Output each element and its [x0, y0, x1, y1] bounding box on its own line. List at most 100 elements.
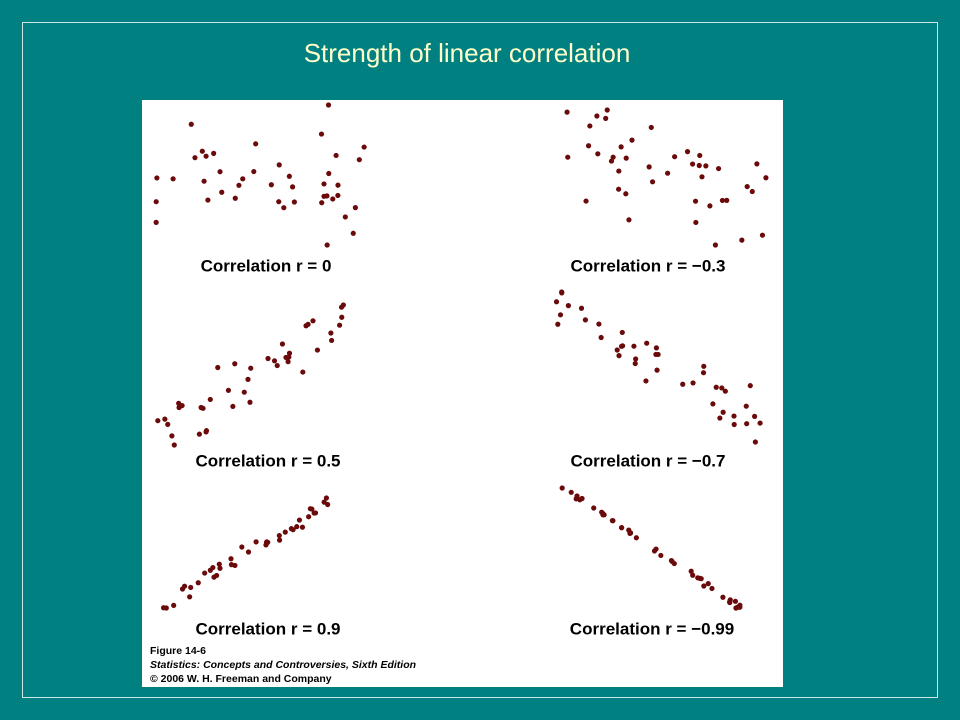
dot [245, 376, 251, 382]
dot [225, 387, 232, 393]
dot [619, 343, 626, 349]
dot [633, 356, 639, 362]
dot [265, 539, 271, 545]
dot [732, 598, 738, 604]
dot [324, 242, 330, 248]
dot [318, 131, 325, 137]
dot [195, 580, 201, 586]
dot [232, 361, 238, 367]
dot [749, 188, 755, 195]
dot [692, 198, 699, 204]
dot [248, 365, 254, 371]
dot [564, 109, 570, 115]
dot [614, 347, 620, 353]
dot [759, 232, 766, 238]
dot [609, 518, 616, 524]
dot [752, 439, 758, 445]
dot [727, 599, 733, 605]
dot [321, 193, 327, 199]
dot [290, 527, 296, 533]
dot [245, 549, 252, 555]
dot [720, 409, 726, 415]
dot [690, 380, 696, 386]
dot [333, 152, 339, 159]
caption-book: Statistics: Concepts and Controversies, … [150, 659, 416, 671]
scatter-dots [153, 102, 769, 611]
dot [643, 378, 649, 384]
dot [654, 367, 660, 373]
dot [188, 584, 194, 591]
dot [717, 415, 723, 421]
dot [693, 219, 699, 226]
dot [598, 334, 604, 341]
dot [744, 183, 750, 190]
dot [703, 163, 709, 169]
dot [171, 602, 177, 608]
dot [720, 594, 726, 600]
dot [565, 154, 571, 160]
dot [757, 420, 763, 426]
dot [187, 594, 193, 600]
dot [707, 203, 713, 209]
dot [165, 421, 171, 428]
dot [276, 537, 283, 543]
dot [329, 337, 335, 344]
dot [170, 176, 176, 182]
dot [285, 359, 291, 365]
dot [744, 421, 750, 427]
dot [303, 323, 309, 329]
dot [289, 184, 296, 190]
dot [709, 585, 715, 592]
dot [153, 199, 159, 205]
dot [160, 605, 167, 611]
dot [286, 173, 292, 179]
dot [215, 364, 221, 371]
dot [583, 198, 589, 204]
dot [608, 158, 615, 164]
dot [325, 102, 332, 108]
dot [181, 583, 188, 589]
dot [623, 155, 629, 161]
dot [281, 205, 287, 211]
dot [731, 413, 737, 419]
dot [688, 568, 694, 574]
dot [154, 175, 160, 181]
dot [338, 304, 345, 310]
dot [700, 370, 707, 376]
dot [658, 552, 664, 559]
dot [306, 514, 312, 520]
dot [649, 179, 656, 185]
dot [217, 565, 223, 571]
panel-label: Correlation r = −0.7 [571, 451, 726, 470]
dot [559, 485, 565, 491]
dot [271, 358, 278, 364]
dot [631, 343, 637, 349]
dot [198, 404, 204, 411]
dot [176, 404, 183, 410]
dot [192, 155, 198, 161]
dot [274, 362, 280, 369]
dot [352, 205, 358, 211]
dot [626, 217, 632, 223]
dot [337, 322, 343, 328]
dot [710, 401, 716, 407]
dot [188, 121, 194, 127]
dot [743, 403, 749, 409]
dot [715, 165, 722, 172]
dot [253, 539, 259, 545]
dot [319, 200, 325, 206]
dot [171, 442, 177, 448]
dot [253, 141, 259, 147]
dot [697, 152, 703, 159]
dot [600, 512, 606, 518]
dot [211, 150, 217, 156]
dot [294, 524, 300, 530]
dot [232, 195, 238, 201]
dot [296, 517, 303, 523]
dot [697, 575, 703, 581]
dot [314, 347, 321, 353]
dot [339, 314, 345, 320]
dot [310, 318, 316, 324]
dot [323, 495, 329, 501]
